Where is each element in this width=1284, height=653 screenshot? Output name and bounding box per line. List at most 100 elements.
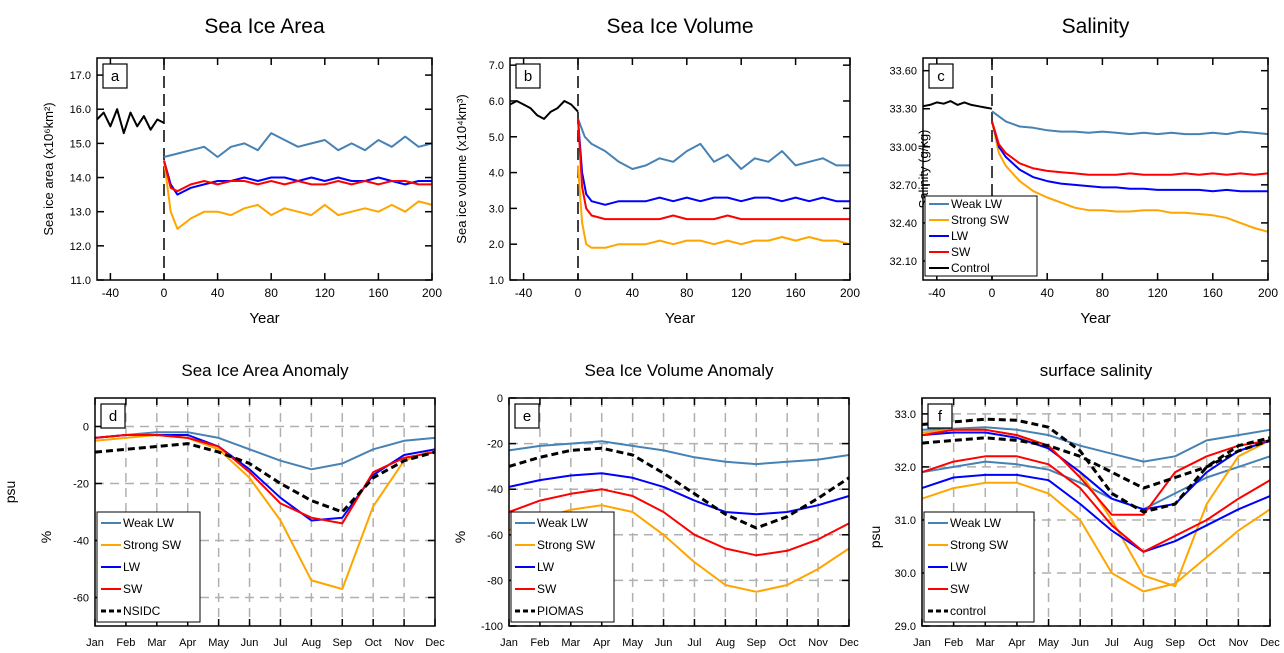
chart-title: surface salinity xyxy=(1040,361,1153,380)
y-tick-label: 30.0 xyxy=(895,568,916,580)
panel-label-box xyxy=(100,403,126,429)
chart-title: Sea Ice Volume xyxy=(606,15,753,38)
x-tick-label: Feb xyxy=(944,637,963,649)
x-tick-label: Jul xyxy=(273,637,287,649)
y-tick-label: -80 xyxy=(487,575,503,587)
x-axis-label: Year xyxy=(249,310,279,327)
series-line-sw xyxy=(991,121,1269,176)
x-tick-label: 120 xyxy=(315,286,335,300)
series-line-weak-lw xyxy=(508,440,850,466)
series-line-weak-lw xyxy=(921,426,1271,463)
series-line-lw xyxy=(921,473,1271,553)
x-tick-label: Nov xyxy=(1229,637,1249,649)
panel-c: Salinity 32.10 32.40 32.70 33.00 33.30 33.60 -4… xyxy=(889,15,1278,327)
x-tick-label: 120 xyxy=(1148,286,1168,300)
panel-a: Sea Ice Area 11.0 12.0 13.0 14.0 15.0 16.0 17.0… xyxy=(41,15,442,327)
plot-frame xyxy=(921,397,1271,627)
y-tick-label: -40 xyxy=(73,536,89,548)
legend-label: LW xyxy=(951,229,969,243)
legend-label: Strong SW xyxy=(951,213,1010,227)
y-tick-label: -20 xyxy=(73,479,89,491)
series-line-sw xyxy=(577,118,850,221)
panel-label-box xyxy=(928,63,954,89)
series-line-weak-lw xyxy=(577,118,850,170)
y-tick-label: 16.0 xyxy=(70,104,91,116)
x-tick-label: Apr xyxy=(593,637,610,649)
series-line-weak-lw xyxy=(921,455,1271,511)
plot-frame xyxy=(96,57,433,281)
y-tick-label: 11.0 xyxy=(70,275,91,287)
x-tick-label: Dec xyxy=(425,637,445,649)
y-tick-label: 32.0 xyxy=(895,462,916,474)
series-line-nsidc xyxy=(94,442,436,514)
panel-label: e xyxy=(523,408,531,425)
series-line-control xyxy=(921,436,1271,490)
legend-label: LW xyxy=(950,560,968,574)
series-line-sw xyxy=(163,160,432,193)
y-tick-label: 4.0 xyxy=(489,168,504,180)
series-line-strong-sw xyxy=(508,504,850,593)
y-tick-label: 2.0 xyxy=(489,239,504,251)
y-axis-label-psu: psu xyxy=(2,481,18,504)
series-line-lw xyxy=(577,118,850,206)
series-line-weak-lw xyxy=(94,431,436,471)
legend-label: SW xyxy=(950,582,970,596)
x-tick-label: Aug xyxy=(302,637,322,649)
legend-label: Control xyxy=(951,261,990,275)
x-tick-label: 120 xyxy=(731,286,751,300)
chart-title: Sea Ice Volume Anomaly xyxy=(584,361,774,380)
y-tick-label: 13.0 xyxy=(70,207,91,219)
series-line-piomas xyxy=(508,446,850,530)
y-tick-label: 5.0 xyxy=(489,132,504,144)
y-tick-label: 32.10 xyxy=(889,256,917,268)
chart-title: Salinity xyxy=(1062,15,1130,38)
plot-frame xyxy=(922,57,1269,281)
x-tick-label: Jan xyxy=(500,637,518,649)
x-tick-label: Jan xyxy=(86,637,104,649)
series-line-control xyxy=(509,100,579,120)
x-tick-label: Mar xyxy=(147,637,166,649)
y-axis-label: Salinity (g/kg) xyxy=(916,130,931,209)
x-tick-label: Apr xyxy=(1008,637,1025,649)
series-line-lw xyxy=(921,431,1271,511)
y-tick-label: 7.0 xyxy=(489,60,504,72)
y-tick-label: -40 xyxy=(487,484,503,496)
panel-e: Sea Ice Volume Anomaly -100 -80 -60 -40 -20 0 J… xyxy=(452,361,859,649)
panel-f: surface salinity 29.0 30.0 31.0 32.0 33.0 Jan F… xyxy=(867,361,1280,649)
x-tick-label: -40 xyxy=(102,286,120,300)
x-axis-label: Year xyxy=(665,310,695,327)
x-axis-label: Year xyxy=(1080,310,1110,327)
legend-label: LW xyxy=(123,560,141,574)
panel-b: Sea Ice Volume 1.0 2.0 3.0 4.0 5.0 6.0 7.0 -40 0 4… xyxy=(454,15,860,327)
series-line-strong-sw xyxy=(577,165,851,249)
legend-label: Weak LW xyxy=(951,197,1003,211)
legend-label: Weak LW xyxy=(537,516,589,530)
y-axis-label: Sea ice volume (x10⁴km³) xyxy=(454,94,469,243)
x-tick-label: Sep xyxy=(1165,637,1185,649)
panel-label: d xyxy=(109,408,117,425)
y-tick-label: 0 xyxy=(83,422,89,434)
x-tick-label: 200 xyxy=(1258,286,1278,300)
y-tick-label: 33.00 xyxy=(889,142,917,154)
series-line-strong-sw xyxy=(921,481,1271,593)
y-tick-label: -60 xyxy=(73,593,89,605)
x-tick-label: Feb xyxy=(530,637,549,649)
y-tick-label: 33.60 xyxy=(889,66,917,78)
x-tick-label: Feb xyxy=(116,637,135,649)
legend-label: SW xyxy=(123,582,143,596)
chart-title: Sea Ice Area xyxy=(204,15,325,38)
x-tick-label: Mar xyxy=(976,637,995,649)
series-line-strong-sw xyxy=(163,160,433,230)
legend-label: Strong SW xyxy=(123,538,182,552)
series-line-control xyxy=(922,100,993,110)
x-tick-label: May xyxy=(1038,637,1059,649)
series-line-sw xyxy=(508,488,850,557)
chart-title: Sea Ice Area Anomaly xyxy=(181,361,349,380)
series-line-lw xyxy=(94,434,436,522)
x-tick-label: 0 xyxy=(989,286,996,300)
y-tick-label: -20 xyxy=(487,439,503,451)
x-tick-label: Nov xyxy=(808,637,828,649)
series-line-control xyxy=(96,108,165,135)
x-tick-label: 40 xyxy=(211,286,225,300)
